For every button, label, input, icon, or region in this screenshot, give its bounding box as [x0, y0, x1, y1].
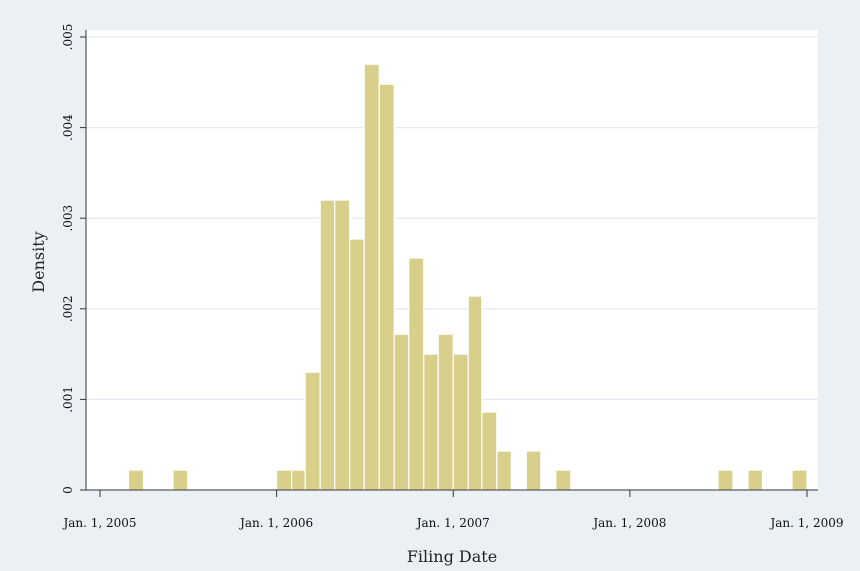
- histogram-bar: [408, 257, 425, 491]
- axes: [85, 30, 818, 491]
- histogram-bar: [496, 450, 512, 491]
- histogram-bar: [467, 295, 483, 491]
- histogram-bar: [378, 83, 395, 491]
- y-axis-title: Density: [29, 231, 48, 292]
- histogram-bar: [481, 411, 498, 491]
- histogram-bar: [291, 469, 306, 491]
- histogram-bar: [349, 238, 365, 491]
- y-tick-label: .001: [61, 386, 75, 413]
- y-tick-label: .002: [61, 295, 75, 322]
- x-tick-label: Jan. 1, 2007: [415, 516, 490, 530]
- histogram-bar: [452, 353, 469, 491]
- histogram-bar: [172, 469, 189, 491]
- histogram-bar: [437, 333, 454, 491]
- y-tick-label: .005: [61, 24, 75, 51]
- histogram-bar: [525, 450, 542, 491]
- histogram-bar: [363, 63, 380, 491]
- histogram-bar: [334, 199, 351, 491]
- x-tick-label: Jan. 1, 2009: [768, 516, 843, 530]
- grid-lines: [86, 36, 818, 400]
- histogram-bar: [717, 469, 734, 491]
- histogram-bar: [555, 469, 572, 491]
- y-tick-label: .004: [61, 114, 75, 141]
- x-axis-title: Filing Date: [407, 547, 497, 566]
- y-tick-label: .003: [61, 205, 75, 232]
- x-tick-label: Jan. 1, 2006: [238, 516, 313, 530]
- histogram-bar: [423, 353, 439, 491]
- histogram-bar: [304, 371, 321, 491]
- histogram-bar: [791, 469, 808, 491]
- histogram-bar: [747, 469, 764, 491]
- histogram-bar: [393, 333, 410, 491]
- y-ticks: 0 .001 .002 .003 .004 .005: [61, 24, 86, 494]
- histogram-bar: [127, 469, 145, 491]
- x-ticks: Jan. 1, 2005 Jan. 1, 2006 Jan. 1, 2007 Jan.…: [61, 490, 844, 530]
- x-tick-label: Jan. 1, 2008: [591, 516, 666, 530]
- y-tick-label: 0: [61, 486, 75, 494]
- histogram-bar: [276, 469, 293, 491]
- x-tick-label: Jan. 1, 2005: [61, 516, 136, 530]
- histogram-bar: [319, 199, 336, 491]
